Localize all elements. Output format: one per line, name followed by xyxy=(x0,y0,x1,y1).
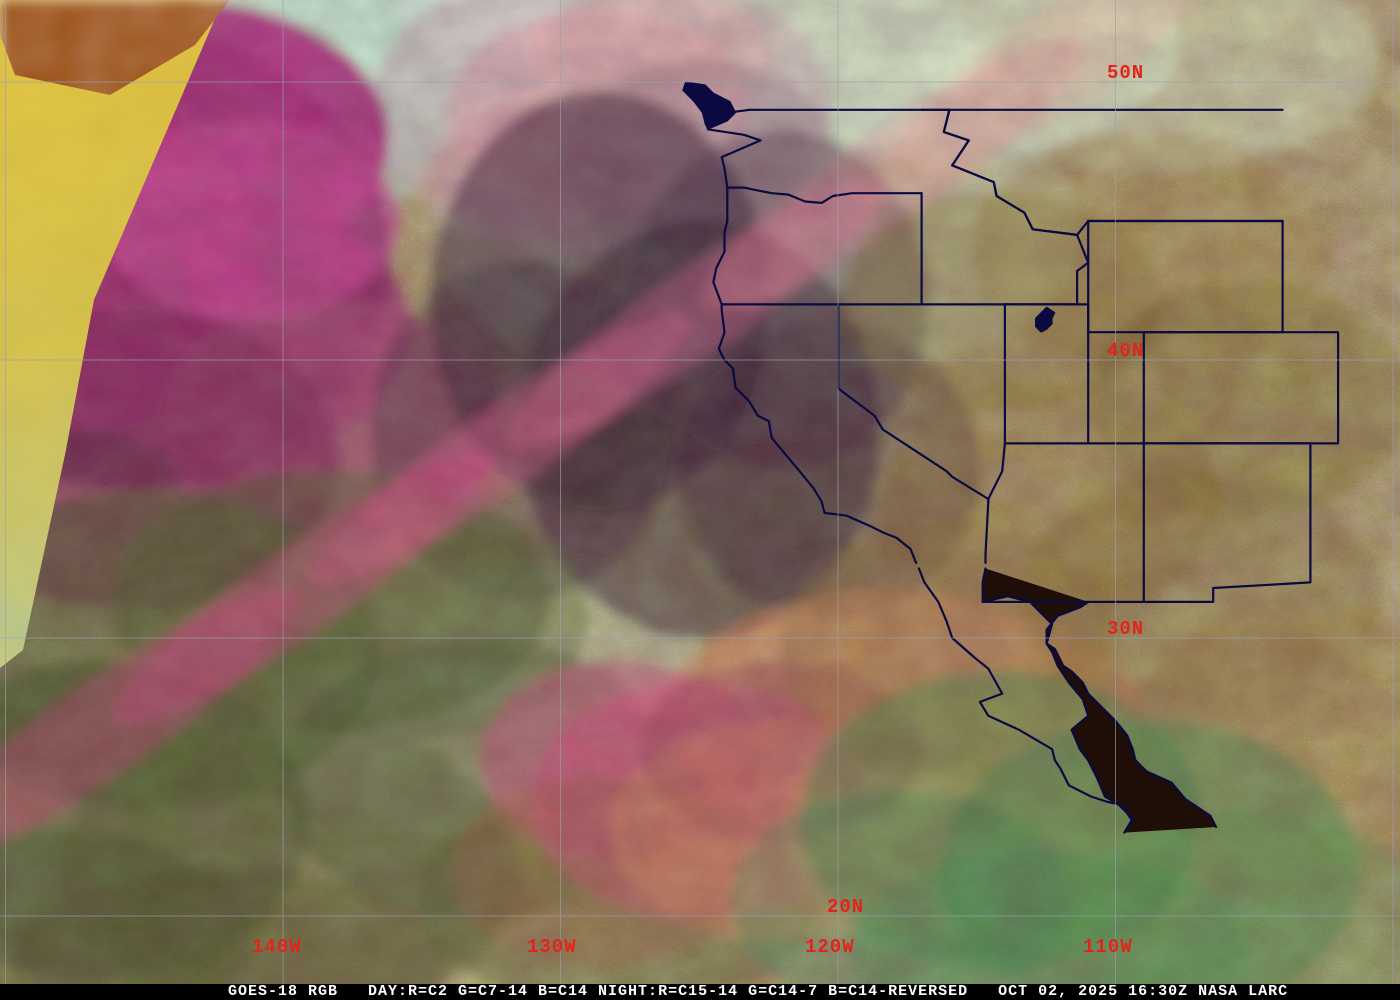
svg-text:40N: 40N xyxy=(1107,340,1144,362)
svg-text:140W: 140W xyxy=(252,936,302,958)
svg-text:130W: 130W xyxy=(527,936,577,958)
svg-text:20N: 20N xyxy=(827,896,864,918)
svg-text:50N: 50N xyxy=(1107,62,1144,84)
svg-text:120W: 120W xyxy=(805,936,855,958)
svg-text:30N: 30N xyxy=(1107,618,1144,640)
svg-text:110W: 110W xyxy=(1083,936,1133,958)
